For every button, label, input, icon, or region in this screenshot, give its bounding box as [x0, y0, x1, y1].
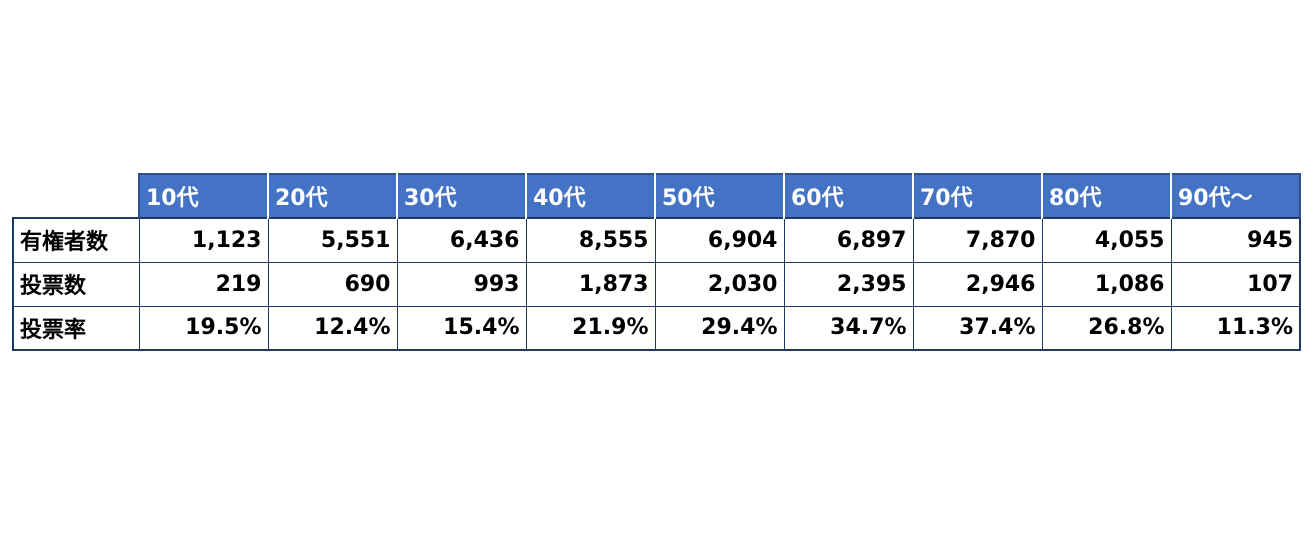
- row-label-turnout-rate: 投票率: [12, 306, 140, 351]
- table-row-votes-cast: 投票数 219 690 993 1,873 2,030 2,395 2,946 …: [12, 262, 1301, 307]
- voter-stats-table: 10代 20代 30代 40代 50代 60代 70代 80代 90代～ 有権者…: [12, 173, 1301, 351]
- column-header-70s: 70代: [912, 173, 1043, 219]
- table-cell: 7,870: [913, 217, 1043, 263]
- column-header-90s-plus: 90代～: [1170, 173, 1301, 219]
- table-cell: 690: [268, 262, 398, 307]
- table-cell: 6,904: [655, 217, 785, 263]
- table-cell: 19.5%: [139, 306, 269, 351]
- table-cell: 2,395: [784, 262, 914, 307]
- table-cell: 34.7%: [784, 306, 914, 351]
- table-cell: 6,897: [784, 217, 914, 263]
- table-row-turnout-rate: 投票率 19.5% 12.4% 15.4% 21.9% 29.4% 34.7% …: [12, 306, 1301, 351]
- table-cell: 37.4%: [913, 306, 1043, 351]
- table-cell: 107: [1171, 262, 1301, 307]
- header-row: 10代 20代 30代 40代 50代 60代 70代 80代 90代～: [13, 173, 1301, 219]
- table-cell: 8,555: [526, 217, 656, 263]
- table-cell: 993: [397, 262, 527, 307]
- row-label-eligible-voters: 有権者数: [12, 217, 140, 263]
- table-cell: 219: [139, 262, 269, 307]
- column-header-60s: 60代: [783, 173, 914, 219]
- corner-cell: [13, 174, 139, 218]
- table-cell: 1,086: [1042, 262, 1172, 307]
- column-header-80s: 80代: [1041, 173, 1172, 219]
- table-row-eligible-voters: 有権者数 1,123 5,551 6,436 8,555 6,904 6,897…: [12, 217, 1301, 263]
- table-cell: 1,873: [526, 262, 656, 307]
- table-cell: 15.4%: [397, 306, 527, 351]
- table-cell: 29.4%: [655, 306, 785, 351]
- table-cell: 5,551: [268, 217, 398, 263]
- table-cell: 11.3%: [1171, 306, 1301, 351]
- column-header-50s: 50代: [654, 173, 785, 219]
- table-cell: 4,055: [1042, 217, 1172, 263]
- column-header-10s: 10代: [138, 173, 269, 219]
- column-header-20s: 20代: [267, 173, 398, 219]
- column-header-40s: 40代: [525, 173, 656, 219]
- table-cell: 2,030: [655, 262, 785, 307]
- table-cell: 21.9%: [526, 306, 656, 351]
- table-cell: 2,946: [913, 262, 1043, 307]
- table-cell: 1,123: [139, 217, 269, 263]
- table-cell: 945: [1171, 217, 1301, 263]
- table-cell: 6,436: [397, 217, 527, 263]
- table-cell: 12.4%: [268, 306, 398, 351]
- table-cell: 26.8%: [1042, 306, 1172, 351]
- row-label-votes-cast: 投票数: [12, 262, 140, 307]
- column-header-30s: 30代: [396, 173, 527, 219]
